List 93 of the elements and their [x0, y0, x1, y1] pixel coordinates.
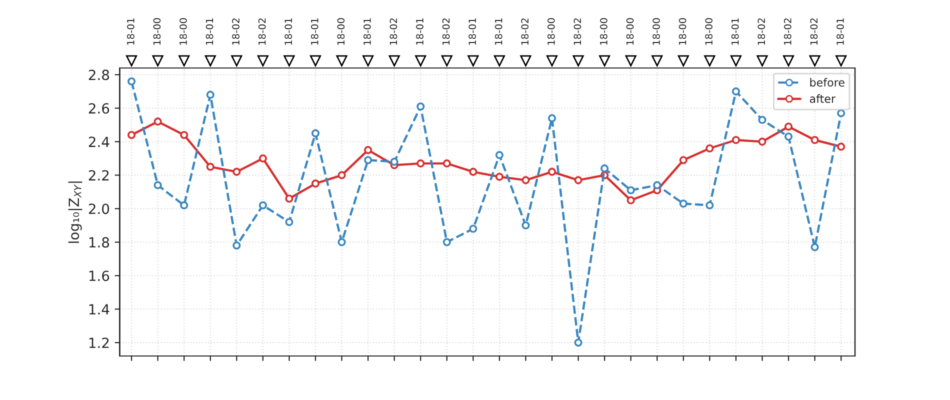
x-tick-label: 18-01 [364, 18, 371, 45]
point [626, 186, 635, 194]
x-tick-label: 18-01 [206, 18, 214, 45]
legend-label: before [810, 78, 844, 87]
point [232, 241, 241, 250]
x-tick-label: 18-00 [705, 18, 712, 45]
point [127, 130, 136, 140]
x-tick-label: 18-01 [494, 18, 502, 45]
point [442, 159, 451, 168]
point [679, 200, 688, 208]
point [626, 196, 635, 204]
point [469, 224, 478, 233]
x-tick-label: 18-02 [810, 18, 818, 45]
y-tick-label: 2.4 [88, 136, 110, 147]
point [495, 151, 504, 160]
point [732, 136, 740, 144]
point [338, 171, 346, 180]
point [548, 168, 556, 176]
point [758, 116, 766, 124]
point [548, 114, 556, 122]
legend-label: after [810, 94, 836, 103]
x-tick-label: 18-00 [652, 18, 660, 45]
x-tick-label: 18-02 [521, 18, 529, 45]
x-tick-label: 18-00 [678, 18, 686, 45]
x-tick-label: 18-00 [547, 18, 555, 45]
point [416, 102, 425, 111]
point [154, 118, 162, 126]
point [810, 243, 819, 252]
point [311, 129, 320, 138]
point [837, 142, 846, 151]
y-tick-label: 2.0 [88, 204, 110, 214]
y-tick-label: 1.4 [89, 304, 110, 314]
point [522, 176, 530, 184]
x-tick-label: 18-01 [468, 18, 476, 45]
y-tick-label: 2.2 [88, 170, 109, 180]
y-tick-label: 2.8 [88, 70, 110, 80]
point [600, 164, 609, 172]
point [442, 238, 451, 246]
x-tick-label: 18-01 [416, 18, 424, 45]
point [364, 156, 372, 164]
point [495, 172, 504, 181]
point [758, 138, 766, 146]
point [574, 338, 582, 347]
x-tick-label: 18-00 [180, 18, 187, 45]
y-tick-label: 1.8 [89, 237, 110, 248]
point [258, 154, 267, 162]
x-tick-label: 18-00 [337, 18, 345, 45]
x-tick-label: 18-02 [574, 18, 582, 45]
x-tick-label: 18-00 [626, 18, 634, 45]
point [469, 168, 478, 176]
point [574, 176, 582, 184]
point [784, 132, 793, 141]
point [837, 109, 846, 118]
x-tick-label: 18-02 [258, 18, 266, 45]
x-tick-label: 18-02 [442, 18, 450, 45]
point [285, 194, 294, 203]
point [416, 159, 425, 168]
point [810, 136, 819, 144]
point [784, 122, 793, 131]
x-tick-label: 18-01 [836, 18, 844, 45]
x-tick-label: 18-02 [784, 18, 792, 45]
x-tick-label: 18-02 [232, 18, 240, 45]
x-tick-label: 18-00 [600, 18, 608, 45]
point [311, 180, 320, 188]
x-tick-label: 18-01 [126, 18, 134, 45]
point [180, 130, 188, 140]
point [206, 90, 214, 99]
y-tick-label: 1.2 [89, 338, 109, 348]
point [364, 146, 372, 154]
point [232, 168, 241, 176]
point [206, 162, 214, 171]
point [338, 238, 346, 246]
x-tick-label: 18-01 [731, 18, 739, 45]
point [706, 201, 714, 210]
y-axis-title: log₁₀|Z$_{XY}$| [68, 182, 82, 243]
point [522, 221, 530, 230]
point [653, 181, 662, 190]
point [390, 158, 398, 166]
y-tick-label: 1.6 [89, 270, 110, 282]
point [154, 181, 162, 190]
x-tick-label: 18-02 [758, 18, 766, 45]
point [285, 218, 294, 226]
y-tick-label: 2.6 [88, 103, 110, 114]
x-tick-label: 18-01 [284, 18, 292, 45]
x-tick-label: 18-02 [390, 18, 398, 45]
x-tick-label: 18-00 [153, 18, 161, 45]
point [258, 201, 267, 210]
point [679, 156, 688, 164]
point [180, 201, 188, 210]
x-tick-label: 18-01 [310, 18, 318, 45]
point [127, 77, 136, 86]
point [732, 87, 740, 96]
point [706, 144, 714, 152]
